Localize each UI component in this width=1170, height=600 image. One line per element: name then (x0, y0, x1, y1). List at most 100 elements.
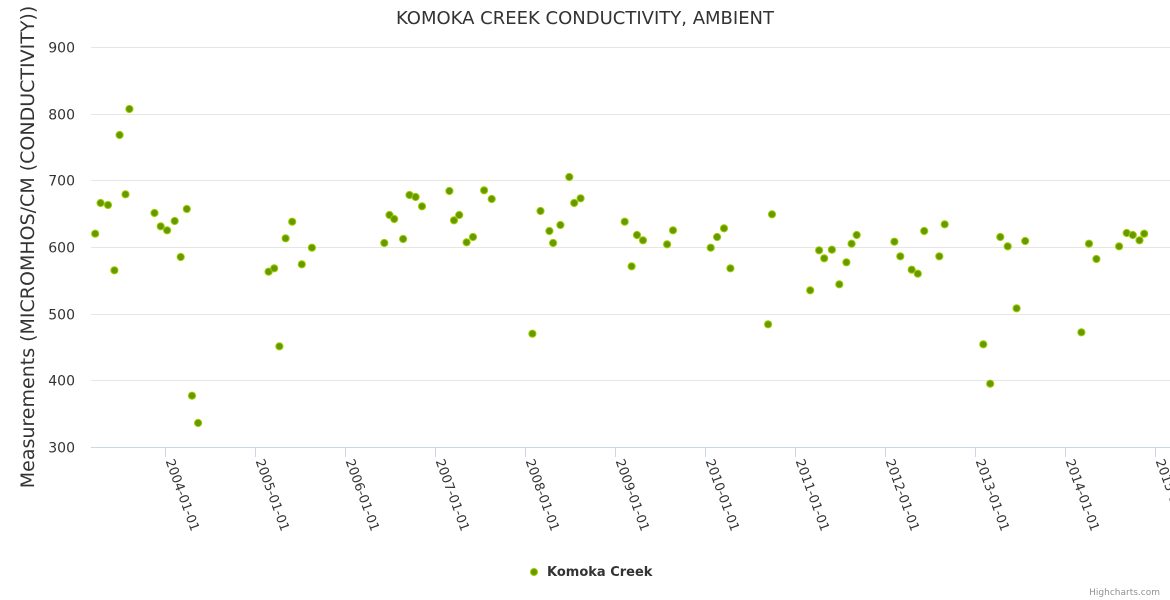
data-point[interactable]: 2003-11-20: 651 (150, 208, 159, 218)
data-point[interactable]: 2012-09-01: 634 (940, 220, 949, 229)
data-point[interactable]: 2009-08-25: 625 (668, 226, 678, 235)
series-komoka-creek[interactable]: 2003-03-24: 620 2003-04-15: 6662003-05-15… (91, 104, 1149, 428)
data-point[interactable]: 2008-03-05: 654 (536, 206, 545, 216)
data-point[interactable]: 2010-01-25: 599 (706, 243, 715, 252)
data-point[interactable]: 2003-12-15: 631 (156, 222, 165, 231)
data-point[interactable]: 2003-07-01: 768 (115, 130, 124, 140)
data-point[interactable]: 2014-05-10: 582 (1092, 254, 1101, 264)
data-point[interactable]: 2004-04-20: 377 (187, 391, 197, 400)
data-point[interactable]: 2004-05-15: 336 (194, 418, 203, 428)
data-point[interactable]: 2004-03-30: 657 (182, 204, 191, 214)
data-point[interactable]: 2006-07-20: 642 (390, 214, 399, 224)
legend-marker (530, 568, 538, 576)
data-point[interactable]: 2006-10-15: 675 (411, 192, 420, 202)
data-point[interactable]: 2007-03-01: 684 (445, 186, 454, 196)
data-point[interactable]: 2003-06-10: 565 (110, 266, 119, 275)
credits-link[interactable]: Highcharts.com (1089, 588, 1160, 598)
data-point[interactable]: 2008-02-01: 470 (528, 329, 537, 338)
data-point[interactable]: 2014-04-10: 605 (1084, 239, 1094, 248)
data-point[interactable]: 2004-03-05: 585 (176, 252, 185, 262)
data-point[interactable]: 2014-11-01: 610 (1135, 236, 1144, 245)
data-point[interactable]: 2003-03-24: 620 (91, 229, 100, 238)
data-point[interactable]: 2006-06-10: 606 (380, 238, 389, 248)
data-point[interactable]: 2010-09-15: 484 (764, 320, 773, 329)
data-point[interactable]: 2009-04-01: 618 (632, 230, 642, 240)
x-tick-label: 2007-01-01 (432, 457, 472, 533)
data-point[interactable]: 2008-06-30: 705 (565, 172, 574, 182)
data-point[interactable]: 2012-08-10: 586 (935, 252, 944, 261)
legend[interactable]: Komoka Creek (530, 565, 653, 580)
data-point[interactable]: 2004-01-10: 625 (163, 226, 172, 235)
x-tick-label: 2005-01-01 (252, 457, 292, 533)
data-point[interactable]: 2009-03-10: 571 (627, 262, 636, 271)
data-point[interactable]: 2013-02-05: 454 (979, 340, 988, 349)
data-point[interactable]: 2005-03-20: 568 (270, 264, 279, 273)
data-point[interactable]: 2013-03-05: 395 (986, 379, 995, 388)
y-tick-label: 300 (48, 441, 75, 457)
data-point[interactable]: 2013-04-15: 615 (996, 232, 1005, 242)
data-point[interactable]: 2011-07-01: 544 (835, 280, 844, 289)
data-point[interactable]: 2012-03-05: 586 (896, 252, 905, 261)
data-point[interactable]: 2008-04-10: 624 (545, 226, 554, 236)
data-point[interactable]: 2013-06-20: 508 (1012, 304, 1021, 313)
data-point[interactable]: 2010-10-01: 649 (767, 210, 777, 219)
data-point[interactable]: 2012-02-10: 608 (890, 237, 899, 246)
x-axis: 2004-01-01 2005-01-01 2006-01-01 2007-01-01… (162, 447, 1170, 533)
x-tick-label: 2014-01-01 (1062, 457, 1102, 533)
x-tick-label: 2004-01-01 (162, 457, 202, 533)
data-point[interactable]: 2003-04-15: 666 (96, 198, 105, 208)
data-point[interactable]: 2014-10-05: 618 (1128, 230, 1137, 240)
data-point[interactable]: 2014-08-10: 601 (1115, 242, 1124, 251)
data-point[interactable]: 2012-04-20: 566 (907, 265, 916, 274)
data-point[interactable]: 2003-05-15: 663 (103, 200, 113, 210)
legend-label[interactable]: Komoka Creek (547, 565, 653, 580)
data-point[interactable]: 2014-11-20: 620 (1140, 229, 1149, 238)
y-axis: 300 400 500 600 700 800 900 (48, 41, 75, 457)
data-point[interactable]: 2012-06-10: 624 (920, 226, 929, 236)
data-point[interactable]: 2011-04-10: 595 (815, 246, 824, 255)
data-point[interactable]: 2005-04-10: 451 (275, 342, 284, 351)
data-point[interactable]: 2011-08-20: 605 (847, 239, 856, 248)
data-point[interactable]: 2013-05-15: 601 (1003, 242, 1012, 251)
data-point[interactable]: 2009-08-01: 604 (663, 240, 672, 249)
data-point[interactable]: 2010-03-20: 628 (719, 224, 729, 233)
data-point[interactable]: 2007-08-20: 672 (487, 194, 496, 204)
y-tick-label: 900 (48, 41, 75, 57)
data-point[interactable]: 2008-07-20: 666 (570, 198, 579, 208)
data-point[interactable]: 2006-11-10: 661 (417, 202, 427, 211)
data-point[interactable]: 2009-04-25: 610 (638, 236, 648, 245)
data-point[interactable]: 2012-05-15: 560 (913, 269, 922, 278)
data-point[interactable]: 2005-07-10: 574 (297, 260, 306, 269)
gridlines (91, 47, 1170, 448)
data-point[interactable]: 2005-08-20: 599 (307, 243, 316, 252)
data-point[interactable]: 2013-07-25: 609 (1021, 236, 1030, 246)
data-point[interactable]: 2011-07-30: 577 (842, 258, 851, 267)
y-axis-title: Measurements (MICROMHOS/CM (CONDUCTIVITY… (17, 6, 39, 489)
data-point[interactable]: 2011-03-05: 535 (806, 286, 815, 295)
data-point[interactable]: 2009-02-10: 638 (620, 217, 629, 226)
data-point[interactable]: 2007-06-05: 615 (468, 232, 478, 242)
data-point[interactable]: 2007-03-20: 640 (449, 216, 459, 225)
data-point[interactable]: 2014-03-10: 472 (1077, 328, 1086, 337)
data-point[interactable]: 2007-07-20: 685 (480, 186, 489, 195)
data-point[interactable]: 2008-04-25: 606 (549, 238, 558, 248)
data-point[interactable]: 2005-06-01: 638 (288, 217, 297, 226)
data-point[interactable]: 2011-09-10: 618 (852, 230, 861, 240)
data-point[interactable]: 2007-04-10: 648 (455, 210, 464, 220)
data-point[interactable]: 2003-07-25: 679 (121, 190, 130, 199)
data-point[interactable]: 2005-05-05: 613 (281, 234, 290, 243)
data-point[interactable]: 2007-05-10: 607 (462, 238, 471, 247)
data-point[interactable]: 2003-08-10: 807 (125, 104, 134, 114)
data-point[interactable]: 2011-05-01: 583 (820, 254, 829, 263)
data-point[interactable]: 2004-02-10: 639 (170, 216, 179, 226)
data-point[interactable]: 2010-02-20: 615 (713, 232, 722, 242)
data-point[interactable]: 2008-05-25: 633 (556, 220, 565, 230)
x-tick-label: 2008-01-01 (522, 457, 562, 533)
data-point[interactable]: 2011-06-01: 596 (827, 245, 837, 254)
x-tick-label: 2009-01-01 (612, 457, 652, 533)
chart-title: KOMOKA CREEK CONDUCTIVITY, AMBIENT (396, 8, 775, 29)
data-point[interactable]: 2008-08-15: 673 (576, 194, 585, 203)
data-point[interactable]: 2010-04-15: 568 (726, 264, 735, 273)
data-point[interactable]: 2006-08-25: 612 (399, 234, 408, 244)
